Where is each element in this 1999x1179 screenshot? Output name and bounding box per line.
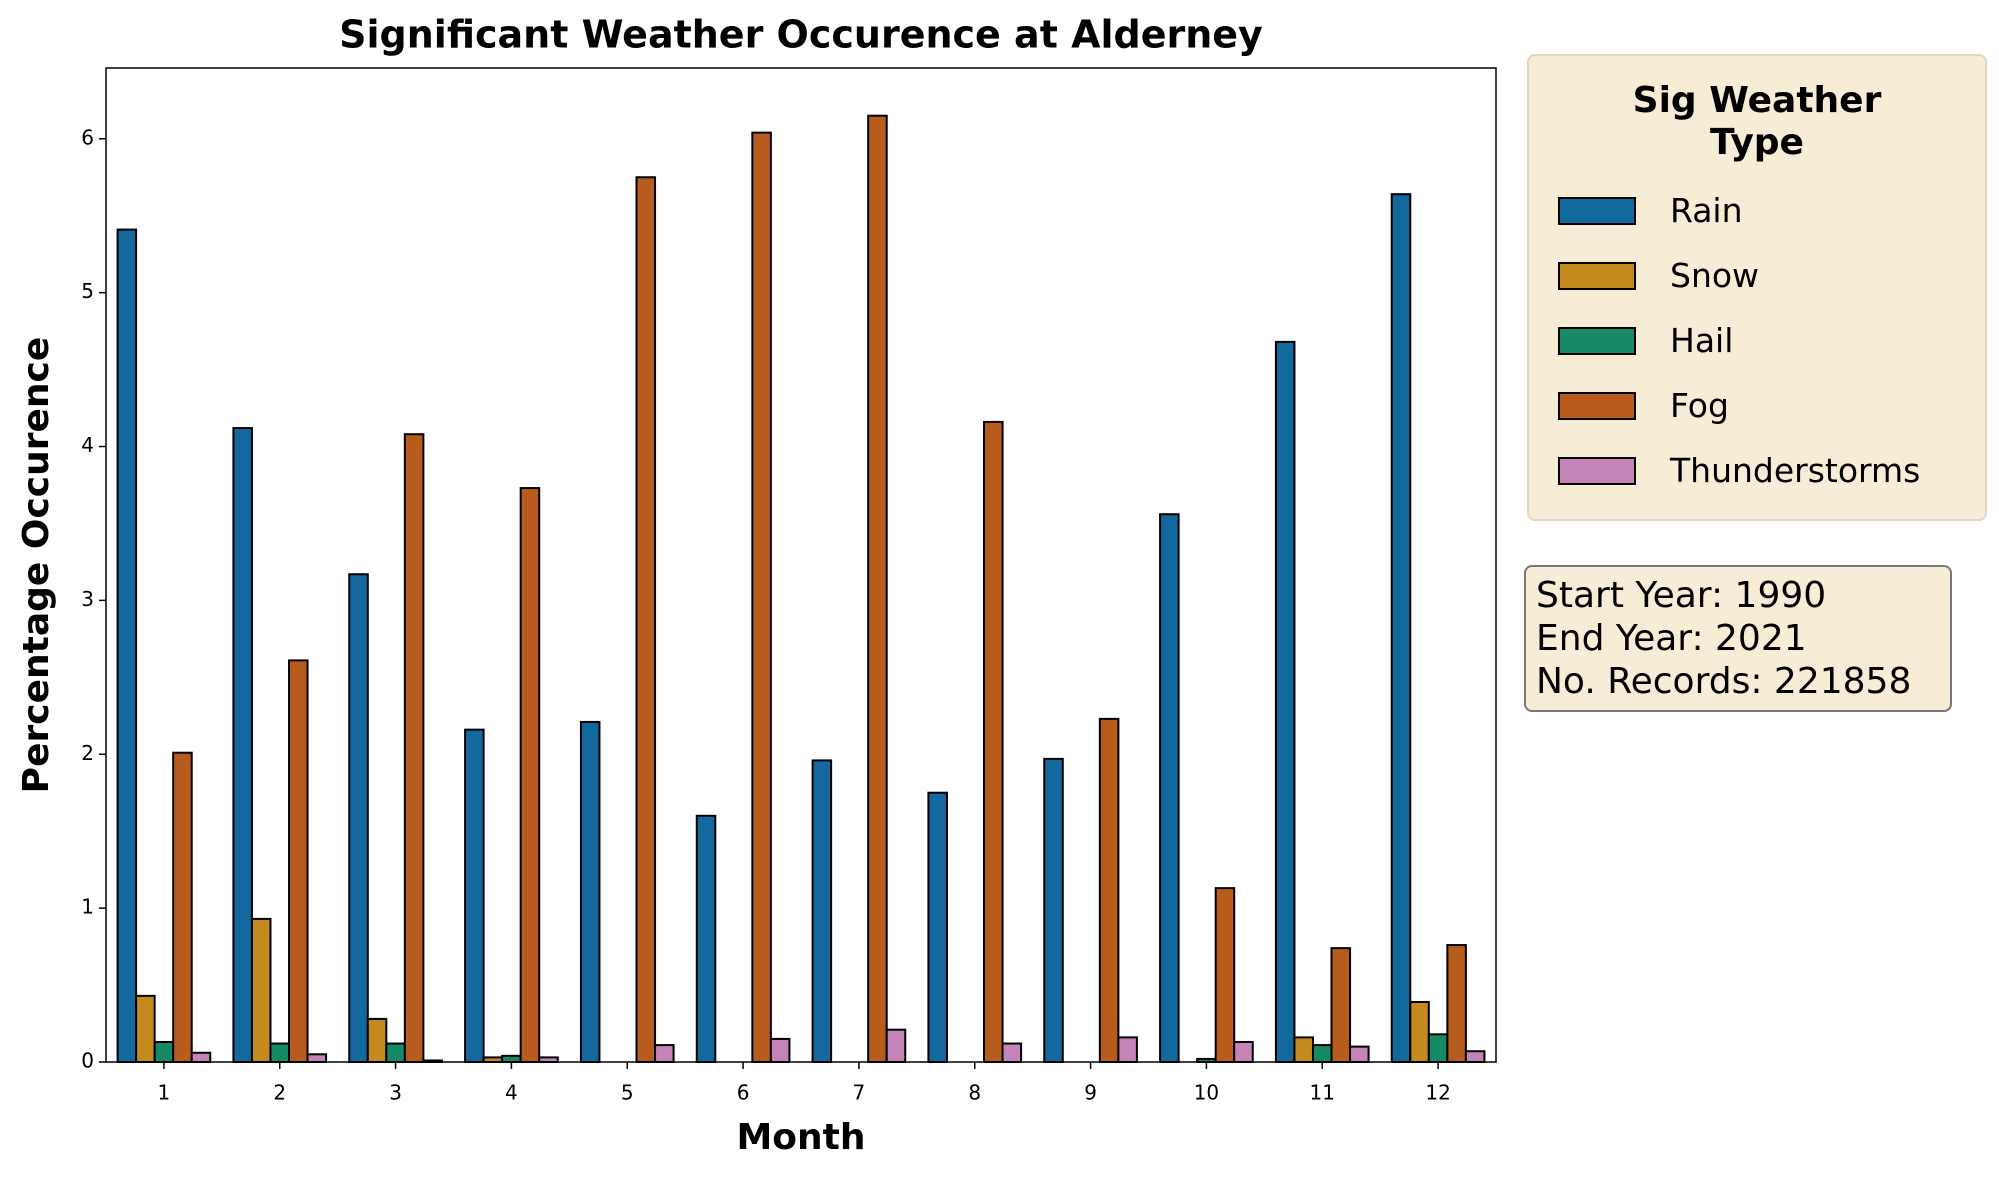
legend-title: Sig Weather Type (1632, 80, 1882, 163)
bar (1233, 1040, 1254, 1064)
x-tick-label: 11 (1310, 1081, 1335, 1105)
y-tick-label: 6 (81, 125, 94, 149)
bar (695, 814, 717, 1063)
bar (1446, 944, 1467, 1064)
legend-label: Rain (1670, 191, 1743, 230)
bar (172, 751, 193, 1063)
bar (811, 759, 833, 1063)
bar (867, 114, 888, 1063)
legend-label: Thunderstorms (1670, 451, 1921, 490)
x-tick-label: 10 (1194, 1081, 1219, 1105)
bar (1293, 1036, 1314, 1064)
y-tick-label: 0 (81, 1049, 94, 1073)
x-tick-label: 7 (853, 1081, 866, 1105)
legend-label: Hail (1670, 321, 1734, 360)
bar (269, 1042, 291, 1064)
x-tick-label: 3 (389, 1081, 402, 1105)
info-line: End Year: 2021 (1536, 618, 1807, 659)
legend: Sig Weather Type Rain Snow Hail Fog Thunders… (1527, 54, 1987, 521)
legend-label: Fog (1670, 386, 1729, 425)
bar (190, 1051, 212, 1064)
bar (885, 1028, 907, 1063)
bar (288, 659, 309, 1063)
bar (927, 791, 948, 1063)
x-tick-label: 8 (968, 1081, 981, 1105)
bar (1464, 1050, 1486, 1064)
bar (751, 131, 772, 1064)
legend-label: Snow (1670, 256, 1760, 295)
bar (306, 1053, 328, 1064)
bar (135, 994, 156, 1064)
bar (1001, 1042, 1023, 1064)
bar (1311, 1044, 1333, 1064)
bar (153, 1040, 175, 1064)
bar (385, 1042, 406, 1064)
y-tick-label: 3 (81, 587, 94, 611)
y-axis-label: Percentage Occurence (16, 337, 57, 794)
bar (1214, 887, 1236, 1064)
bar (1409, 1000, 1430, 1064)
bar (116, 228, 138, 1063)
bar (519, 487, 541, 1063)
x-tick-label: 12 (1425, 1081, 1450, 1105)
x-axis-label: Month (736, 1117, 865, 1158)
bar (464, 728, 485, 1063)
bar (1349, 1045, 1370, 1064)
legend-swatch (1558, 391, 1636, 420)
y-tick-label: 2 (81, 741, 94, 765)
y-tick-label: 1 (81, 895, 94, 919)
legend-entry: Hail (1529, 308, 1985, 373)
legend-swatch (1558, 196, 1636, 225)
y-tick-label: 4 (81, 433, 94, 457)
x-tick-label: 6 (737, 1081, 750, 1105)
legend-entry: Rain (1529, 178, 1985, 243)
legend-swatch (1558, 326, 1636, 355)
x-tick-label: 4 (505, 1081, 518, 1105)
x-tick-label: 9 (1084, 1081, 1097, 1105)
legend-swatch (1558, 456, 1636, 485)
chart-title: Significant Weather Occurence at Alderne… (339, 13, 1263, 57)
bar (769, 1037, 791, 1064)
legend-swatch (1558, 261, 1636, 290)
bar (403, 433, 425, 1064)
bar (1274, 340, 1296, 1063)
y-tick-label: 5 (81, 279, 94, 303)
info-line: Start Year: 1990 (1536, 575, 1827, 616)
legend-entry: Thunderstorms (1529, 438, 1985, 503)
x-tick-label: 2 (273, 1081, 286, 1105)
bar (1098, 717, 1120, 1064)
x-tick-label: 1 (158, 1081, 171, 1105)
bar (1390, 193, 1412, 1063)
bar (348, 573, 369, 1063)
bar (983, 420, 1004, 1063)
legend-entry: Fog (1529, 373, 1985, 438)
bar (250, 917, 272, 1064)
bar (1043, 757, 1064, 1063)
bar (1117, 1036, 1138, 1064)
bar (1330, 947, 1352, 1064)
bar (366, 1017, 388, 1063)
plot-frame (105, 67, 1497, 1063)
info-box: Start Year: 1990 End Year: 2021 No. Record… (1524, 565, 1952, 712)
bar (501, 1054, 522, 1064)
bar (579, 720, 601, 1064)
x-tick-label: 5 (621, 1081, 634, 1105)
legend-entry: Snow (1529, 243, 1985, 308)
bar (232, 427, 253, 1063)
bar (1159, 513, 1180, 1063)
bar (635, 176, 657, 1063)
bar (1427, 1033, 1449, 1063)
info-line: No. Records: 221858 (1536, 661, 1912, 702)
bar (654, 1044, 675, 1064)
